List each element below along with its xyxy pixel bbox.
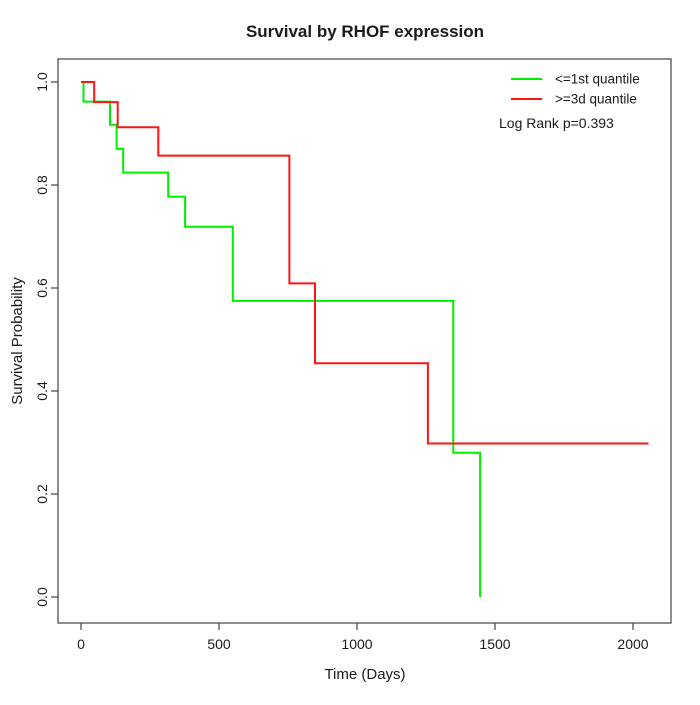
y-axis-ticks: 0.0 0.2 0.4 0.6 0.8 1.0 — [34, 72, 58, 607]
y-tick-label: 1.0 — [34, 72, 50, 92]
log-rank-annotation: Log Rank p=0.393 — [499, 115, 614, 131]
x-tick-label: 500 — [207, 636, 231, 652]
x-tick-label: 2000 — [617, 636, 648, 652]
survival-curves — [81, 81, 649, 597]
survival-curve-le-1st-quantile — [81, 81, 482, 597]
y-tick-label: 0.4 — [34, 381, 50, 401]
x-tick-label: 0 — [77, 636, 85, 652]
x-axis-ticks: 0 500 1000 1500 2000 — [77, 623, 649, 652]
chart-title: Survival by RHOF expression — [246, 22, 484, 41]
y-tick-label: 0.8 — [34, 175, 50, 195]
x-axis-title: Time (Days) — [324, 666, 405, 683]
legend-label-first-quantile: <=1st quantile — [555, 72, 640, 87]
survival-curve-ge-3d-quantile — [81, 81, 649, 445]
y-tick-label: 0.2 — [34, 484, 50, 504]
x-tick-label: 1000 — [341, 636, 372, 652]
y-tick-label: 0.0 — [34, 587, 50, 607]
plot-border — [57, 58, 672, 624]
x-tick-label: 1500 — [479, 636, 510, 652]
legend-label-third-quantile: >=3d quantile — [555, 92, 637, 107]
legend: <=1st quantile >=3d quantile Log Rank p=… — [499, 72, 640, 132]
y-tick-label: 0.6 — [34, 278, 50, 298]
y-axis-title: Survival Probability — [9, 277, 26, 405]
